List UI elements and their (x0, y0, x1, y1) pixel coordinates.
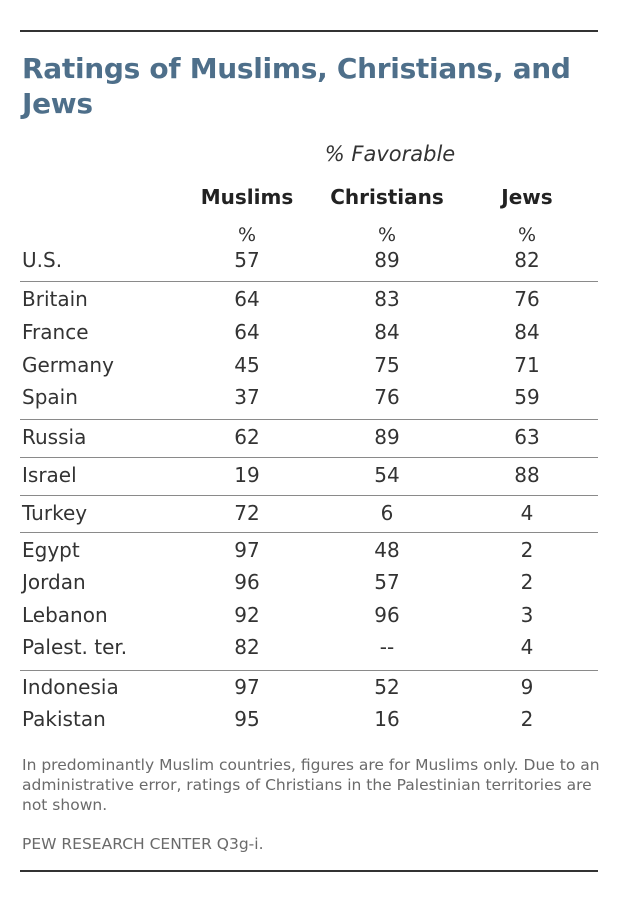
table-row: Egypt 97 48 2 (0, 535, 632, 565)
row-country-label: France (22, 320, 89, 344)
table-row: Palest. ter. 82 -- 4 (0, 632, 632, 662)
column-header-muslims: Muslims (200, 185, 294, 209)
unit-label-jews: % (517, 224, 537, 246)
cell-jews: 4 (520, 635, 534, 659)
cell-muslims: 45 (234, 353, 260, 377)
cell-jews: 4 (520, 501, 534, 525)
cell-jews: 84 (514, 320, 540, 344)
cell-christians: 57 (374, 570, 400, 594)
cell-christians: 89 (374, 248, 400, 272)
row-country-label: Spain (22, 385, 78, 409)
cell-muslims: 19 (234, 463, 260, 487)
cell-christians: 75 (374, 353, 400, 377)
group-divider (20, 419, 598, 420)
cell-muslims: 97 (234, 675, 260, 699)
cell-christians: 84 (374, 320, 400, 344)
group-divider (20, 457, 598, 458)
data-table: U.S. 57 89 82 Britain 64 83 76 France 64 84 84 Germa… (0, 245, 632, 734)
table-row: Russia 62 89 63 (0, 422, 632, 452)
row-country-label: Egypt (22, 538, 80, 562)
chart-title: Ratings of Muslims, Christians, and Jews (22, 52, 571, 120)
top-rule (20, 30, 598, 32)
table-row: U.S. 57 89 82 (0, 245, 632, 275)
cell-christians: 6 (380, 501, 394, 525)
row-country-label: Britain (22, 287, 88, 311)
cell-christians: -- (379, 635, 395, 659)
cell-jews: 88 (514, 463, 540, 487)
cell-jews: 3 (520, 603, 534, 627)
row-country-label: Russia (22, 425, 87, 449)
cell-christians: 76 (374, 385, 400, 409)
cell-muslims: 64 (234, 320, 260, 344)
table-row: Spain 37 76 59 (0, 382, 632, 412)
cell-jews: 76 (514, 287, 540, 311)
column-header-jews: Jews (501, 185, 553, 209)
table-row: Jordan 96 57 2 (0, 567, 632, 597)
cell-christians: 54 (374, 463, 400, 487)
row-country-label: Turkey (22, 501, 88, 525)
row-country-label: Germany (22, 353, 114, 377)
cell-muslims: 82 (234, 635, 260, 659)
table-row: Israel 19 54 88 (0, 460, 632, 490)
cell-jews: 2 (520, 707, 534, 731)
table-row: Turkey 72 6 4 (0, 498, 632, 528)
unit-label-muslims: % (237, 224, 257, 246)
row-country-label: Lebanon (22, 603, 108, 627)
cell-christians: 52 (374, 675, 400, 699)
cell-christians: 89 (374, 425, 400, 449)
table-row: Lebanon 92 96 3 (0, 600, 632, 630)
row-country-label: Pakistan (22, 707, 106, 731)
group-divider (20, 532, 598, 533)
group-divider (20, 495, 598, 496)
row-country-label: Palest. ter. (22, 635, 128, 659)
cell-muslims: 57 (234, 248, 260, 272)
cell-muslims: 95 (234, 707, 260, 731)
cell-jews: 9 (520, 675, 534, 699)
table-row: Britain 64 83 76 (0, 284, 632, 314)
group-divider (20, 670, 598, 671)
cell-muslims: 97 (234, 538, 260, 562)
cell-muslims: 62 (234, 425, 260, 449)
cell-muslims: 92 (234, 603, 260, 627)
cell-muslims: 96 (234, 570, 260, 594)
cell-muslims: 37 (234, 385, 260, 409)
group-divider (20, 281, 598, 282)
source-credit: PEW RESEARCH CENTER Q3g-i. (22, 835, 264, 853)
table-row: France 64 84 84 (0, 317, 632, 347)
cell-jews: 63 (514, 425, 540, 449)
bottom-rule (20, 870, 598, 872)
row-country-label: Jordan (22, 570, 86, 594)
cell-muslims: 64 (234, 287, 260, 311)
row-country-label: U.S. (22, 248, 63, 272)
table-row: Pakistan 95 16 2 (0, 704, 632, 734)
unit-label-christians: % (377, 224, 397, 246)
cell-jews: 59 (514, 385, 540, 409)
cell-christians: 96 (374, 603, 400, 627)
column-group-header: % Favorable (324, 142, 456, 166)
cell-jews: 2 (520, 570, 534, 594)
cell-muslims: 72 (234, 501, 260, 525)
cell-christians: 48 (374, 538, 400, 562)
table-row: Indonesia 97 52 9 (0, 672, 632, 702)
cell-jews: 2 (520, 538, 534, 562)
row-country-label: Indonesia (22, 675, 119, 699)
table-row: Germany 45 75 71 (0, 350, 632, 380)
column-header-christians: Christians (330, 185, 444, 209)
cell-christians: 16 (374, 707, 400, 731)
footnote: In predominantly Muslim countries, figur… (22, 756, 600, 814)
cell-jews: 82 (514, 248, 540, 272)
cell-christians: 83 (374, 287, 400, 311)
row-country-label: Israel (22, 463, 77, 487)
cell-jews: 71 (514, 353, 540, 377)
